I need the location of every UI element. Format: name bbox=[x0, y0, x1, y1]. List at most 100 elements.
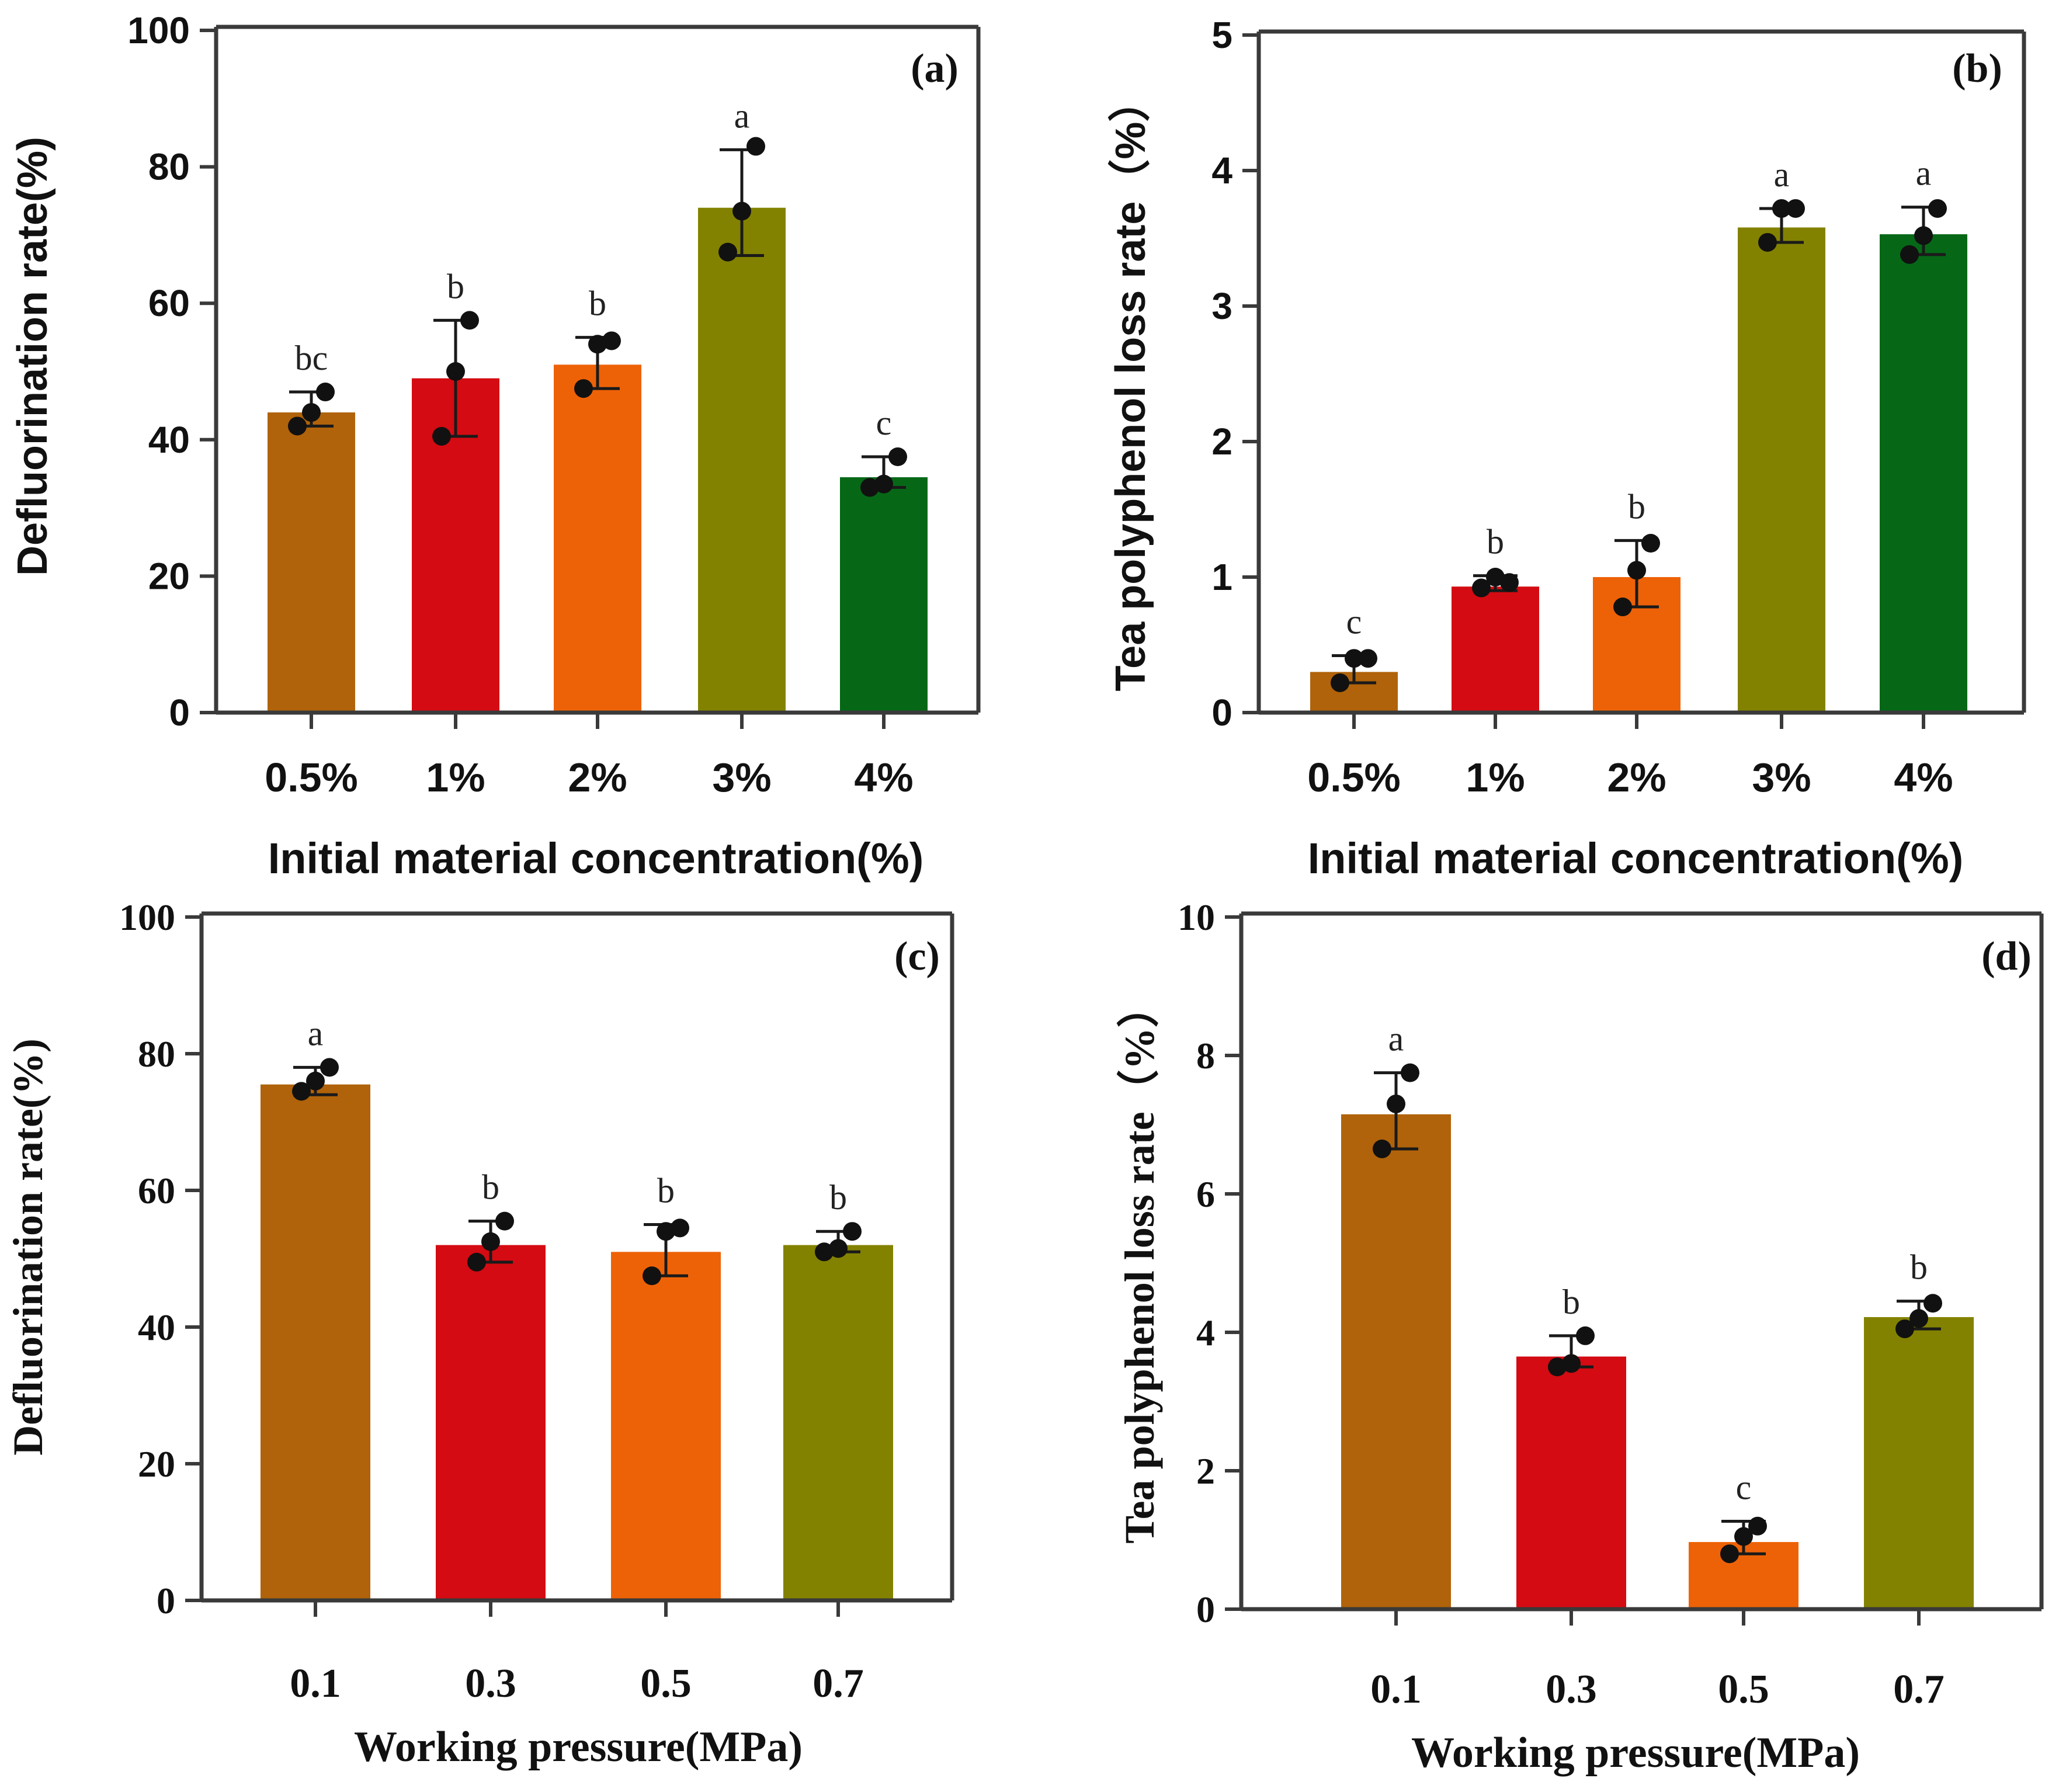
data-point bbox=[1359, 649, 1377, 668]
y-tick-label: 20 bbox=[138, 1443, 175, 1485]
data-point bbox=[306, 1071, 325, 1091]
significance-letter: bc bbox=[295, 339, 328, 377]
x-tick-label: 3% bbox=[712, 755, 771, 800]
bar-1 bbox=[261, 1084, 370, 1600]
data-point bbox=[874, 474, 893, 494]
data-point bbox=[1345, 649, 1363, 668]
x-tick-label: 0.5% bbox=[265, 755, 358, 800]
data-point bbox=[1627, 561, 1646, 580]
y-tick-label: 1 bbox=[1211, 556, 1232, 598]
x-tick-label: 4% bbox=[1894, 755, 1953, 800]
x-tick-label: 0.1 bbox=[290, 1661, 341, 1706]
data-point bbox=[288, 416, 307, 436]
bar-5 bbox=[1880, 234, 1967, 713]
x-axis-title: Initial material concentration(%) bbox=[1308, 834, 1964, 883]
chart-panel-4: a b c b 0 2 4 6 8 10 0.1 0.3 0.5 0.7 Working pressure(… bbox=[1116, 897, 2044, 1777]
bar-2 bbox=[1452, 586, 1539, 713]
y-tick-label: 40 bbox=[138, 1307, 175, 1348]
panel-label: (c) bbox=[894, 934, 940, 979]
data-point bbox=[432, 426, 451, 446]
bar-5 bbox=[840, 477, 928, 713]
data-point bbox=[1576, 1326, 1595, 1345]
data-point bbox=[671, 1218, 689, 1238]
significance-letter: b bbox=[447, 267, 464, 305]
data-point bbox=[1331, 673, 1349, 692]
data-point bbox=[292, 1082, 311, 1101]
x-tick-label: 0.5% bbox=[1307, 755, 1401, 800]
y-tick-label: 5 bbox=[1211, 14, 1232, 56]
bar-3 bbox=[554, 364, 641, 713]
chart-panel-2: c b b a a 0 1 2 3 4 5 0.5% 1% 2% 3% 4% Initial material … bbox=[1107, 14, 2026, 883]
x-tick-label: 0.1 bbox=[1370, 1667, 1422, 1712]
data-point bbox=[481, 1232, 500, 1251]
bar-2 bbox=[436, 1245, 546, 1600]
y-tick-label: 2 bbox=[1196, 1450, 1215, 1492]
bar-4 bbox=[1738, 227, 1825, 713]
y-tick-label: 0 bbox=[1211, 692, 1232, 734]
significance-letter: c bbox=[1346, 603, 1362, 641]
y-tick-label: 80 bbox=[148, 146, 190, 188]
data-point bbox=[1923, 1294, 1942, 1313]
data-point bbox=[1720, 1544, 1739, 1564]
x-tick-label: 2% bbox=[1607, 755, 1666, 800]
y-tick-label: 100 bbox=[119, 897, 175, 938]
data-point bbox=[1748, 1516, 1767, 1536]
data-point bbox=[1373, 1139, 1391, 1158]
significance-letter: b bbox=[1563, 1283, 1580, 1321]
chart-panel-1: bc b b a c 0 20 40 60 80 100 0.5% 1% 2% 3% 4% Initial ma… bbox=[9, 9, 981, 883]
panel-label: (d) bbox=[1981, 934, 2032, 979]
data-point bbox=[1641, 534, 1660, 553]
bar-1 bbox=[1341, 1114, 1451, 1609]
x-tick-label: 0.5 bbox=[1718, 1667, 1769, 1712]
y-tick-label: 0 bbox=[157, 1580, 175, 1621]
y-tick-label: 6 bbox=[1196, 1173, 1215, 1215]
significance-letter: b bbox=[829, 1178, 847, 1217]
data-point bbox=[1548, 1357, 1567, 1377]
x-tick-label: 3% bbox=[1752, 755, 1811, 800]
data-point bbox=[1895, 1319, 1914, 1339]
data-point bbox=[460, 311, 479, 330]
data-point bbox=[574, 379, 593, 398]
significance-letter: a bbox=[1916, 154, 1932, 193]
significance-letter: a bbox=[1774, 155, 1790, 194]
y-axis-title: Defluorination rate(%) bbox=[9, 137, 56, 576]
data-point bbox=[495, 1211, 514, 1231]
x-tick-label: 4% bbox=[854, 755, 913, 800]
data-point bbox=[1928, 199, 1947, 218]
data-point bbox=[747, 137, 765, 156]
significance-letter: a bbox=[308, 1014, 324, 1053]
y-tick-label: 4 bbox=[1196, 1312, 1215, 1353]
data-point bbox=[1914, 226, 1933, 245]
data-point bbox=[732, 202, 751, 221]
y-tick-label: 60 bbox=[148, 282, 190, 324]
y-tick-label: 0 bbox=[1196, 1589, 1215, 1630]
y-tick-label: 20 bbox=[148, 555, 190, 597]
y-tick-label: 0 bbox=[169, 692, 190, 734]
data-point bbox=[1387, 1094, 1405, 1113]
y-tick-label: 10 bbox=[1178, 897, 1215, 938]
data-point bbox=[657, 1222, 675, 1241]
data-point bbox=[860, 478, 879, 497]
x-axis-title: Initial material concentration(%) bbox=[268, 834, 924, 883]
significance-letter: a bbox=[734, 96, 750, 135]
data-point bbox=[320, 1058, 339, 1077]
x-tick-label: 2% bbox=[568, 755, 627, 800]
data-point bbox=[843, 1222, 862, 1241]
significance-letter: b bbox=[482, 1168, 499, 1207]
bar-3 bbox=[611, 1252, 721, 1600]
data-point bbox=[1486, 568, 1505, 586]
data-point bbox=[815, 1242, 834, 1262]
data-point bbox=[467, 1252, 486, 1272]
data-point bbox=[718, 242, 737, 262]
x-tick-label: 0.3 bbox=[1546, 1667, 1597, 1712]
y-tick-label: 3 bbox=[1211, 285, 1232, 327]
data-point bbox=[1900, 245, 1919, 264]
significance-letter: c bbox=[876, 404, 892, 442]
data-point bbox=[1562, 1354, 1581, 1373]
panel-label: (b) bbox=[1952, 46, 2002, 91]
data-point bbox=[1472, 578, 1491, 598]
x-tick-label: 1% bbox=[426, 755, 485, 800]
y-tick-label: 2 bbox=[1211, 421, 1232, 463]
y-tick-label: 4 bbox=[1211, 150, 1232, 192]
